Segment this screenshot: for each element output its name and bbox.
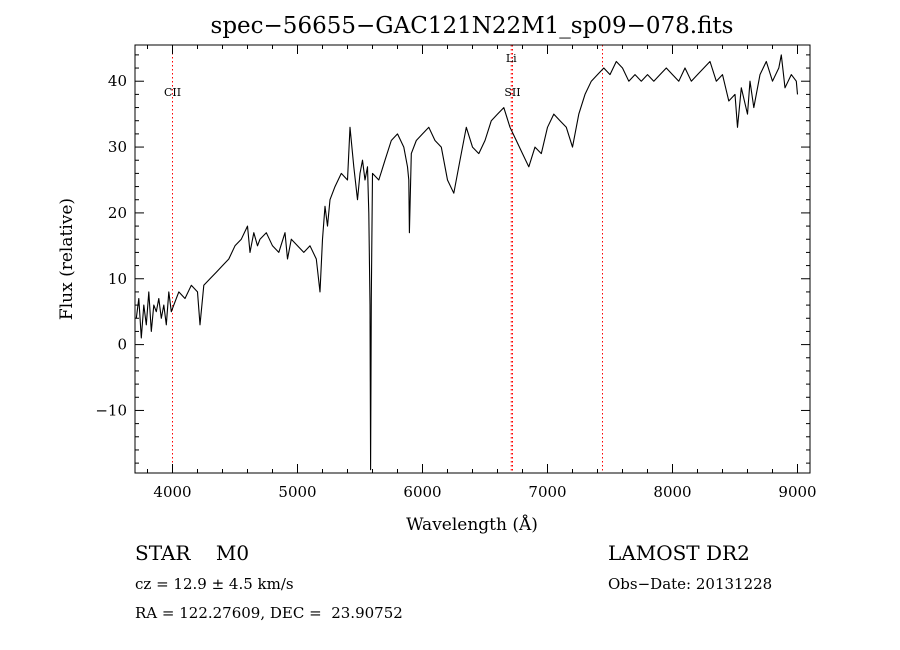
- chart-title: spec−56655−GAC121N22M1_sp09−078.fits: [211, 13, 734, 39]
- y-tick-label: 10: [108, 270, 127, 288]
- y-tick-label: −10: [95, 401, 127, 419]
- x-tick-label: 5000: [278, 483, 316, 501]
- observation-date-label: Obs−Date: 20131228: [608, 575, 773, 593]
- y-tick-label: 20: [108, 204, 127, 222]
- object-class-label: STAR M0: [135, 541, 250, 565]
- x-tick-label: 4000: [153, 483, 191, 501]
- x-tick-label: 8000: [653, 483, 691, 501]
- line-markers: CII SII Li: [164, 45, 603, 473]
- x-tick-label: 9000: [778, 483, 816, 501]
- x-axis-ticks: 4000 5000 6000 7000 8000 9000: [147, 45, 817, 501]
- y-axis-label: Flux (relative): [57, 198, 77, 320]
- y-tick-label: 0: [117, 336, 127, 354]
- x-tick-label: 7000: [528, 483, 566, 501]
- marker-label-sii: SII: [504, 86, 520, 99]
- marker-label-cii: CII: [164, 86, 181, 99]
- y-tick-label: 40: [108, 72, 127, 90]
- coordinates-label: RA = 122.27609, DEC = 23.90752: [135, 604, 403, 622]
- redshift-velocity-label: cz = 12.9 ± 4.5 km/s: [135, 575, 294, 593]
- spectrum-chart: spec−56655−GAC121N22M1_sp09−078.fits CII…: [57, 13, 817, 535]
- y-tick-label: 30: [108, 138, 127, 156]
- marker-label-li: Li: [506, 52, 517, 65]
- x-tick-label: 6000: [403, 483, 441, 501]
- survey-label: LAMOST DR2: [608, 541, 750, 565]
- y-axis-ticks: −10 0 10 20 30 40: [95, 54, 810, 464]
- plot-frame: [134, 44, 811, 474]
- spectrum-series-line: [135, 54, 799, 471]
- x-axis-label: Wavelength (Å): [406, 514, 538, 535]
